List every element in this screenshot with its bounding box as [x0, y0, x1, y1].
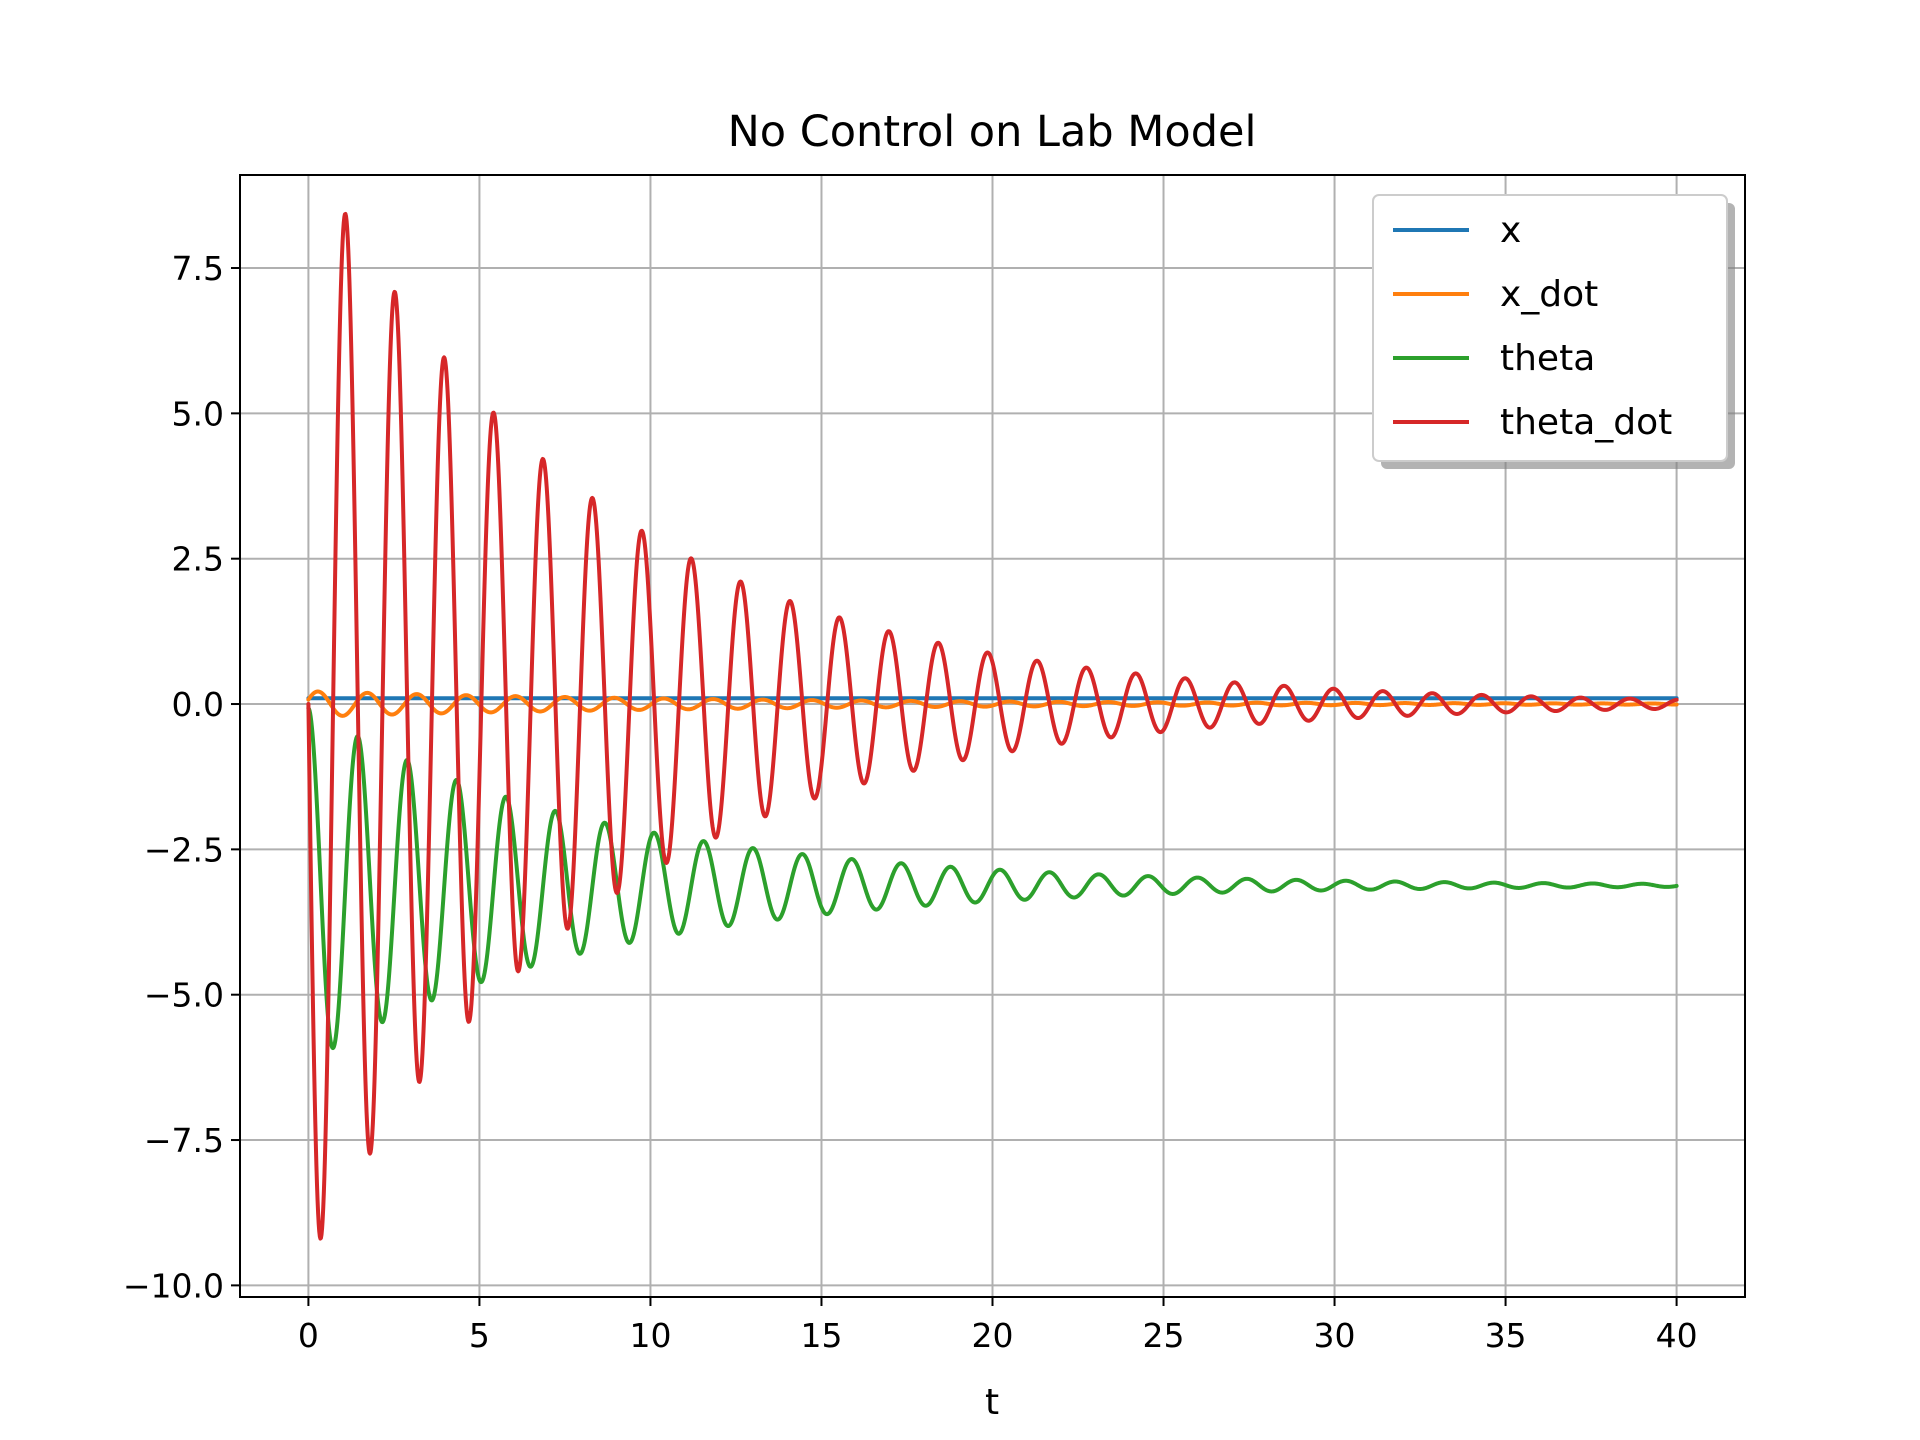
x-tick-label: 40: [1656, 1316, 1698, 1355]
x-tick-label: 5: [469, 1316, 490, 1355]
legend-box: [1372, 194, 1728, 462]
series-line-x-dot: [306, 689, 1679, 718]
x-tick-label: 30: [1314, 1316, 1356, 1355]
series-lines: [306, 211, 1679, 1241]
x-tick-label: 35: [1485, 1316, 1527, 1355]
axis-ticks: 0 5 10 15 20 25 30 35 40 −10.0 −7.5 −5.0 −2.5 0.0 2.5 5…: [123, 249, 1698, 1355]
x-axis-label: t: [985, 1382, 999, 1423]
x-tick-label: 20: [972, 1316, 1014, 1355]
series-line-theta-dot: [306, 211, 1679, 1241]
y-tick-label: 7.5: [172, 249, 224, 288]
y-tick-label: −7.5: [144, 1121, 224, 1160]
y-tick-label: 5.0: [172, 394, 224, 433]
y-tick-label: −2.5: [144, 830, 224, 869]
x-tick-label: 25: [1143, 1316, 1185, 1355]
y-tick-label: −10.0: [123, 1266, 224, 1305]
y-tick-label: 2.5: [172, 540, 224, 579]
y-tick-label: 0.0: [172, 685, 224, 724]
legend-label: theta_dot: [1500, 402, 1672, 443]
chart-title: No Control on Lab Model: [728, 107, 1257, 157]
y-tick-label: −5.0: [144, 976, 224, 1015]
series-line-theta: [306, 706, 1679, 1051]
legend-label: x_dot: [1500, 274, 1598, 315]
legend-label: x: [1500, 210, 1521, 251]
legend-label: theta: [1500, 338, 1595, 379]
x-tick-label: 15: [800, 1316, 842, 1355]
x-tick-label: 0: [298, 1316, 319, 1355]
x-tick-label: 10: [629, 1316, 671, 1355]
